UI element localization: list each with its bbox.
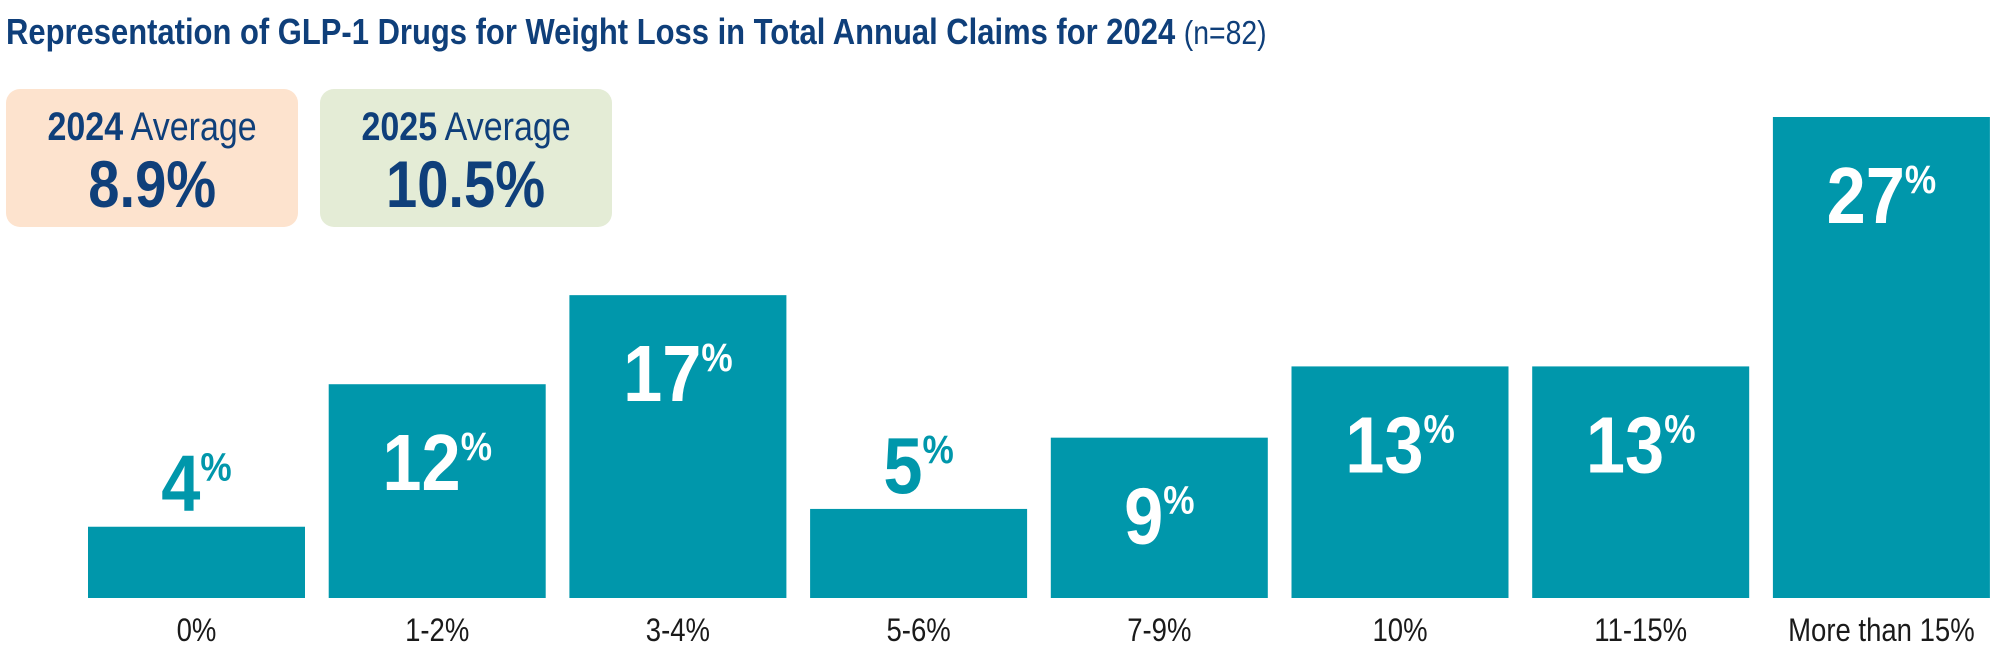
category-label: 1-2%: [405, 613, 469, 648]
category-label: 0%: [177, 613, 217, 648]
average-value: 10.5%: [386, 147, 546, 221]
average-2024-box: 2024 Average 8.9%: [6, 89, 298, 227]
sample-size: (n=82): [1183, 14, 1267, 51]
category-label: 5-6%: [886, 613, 950, 648]
bar-7-9-: [1050, 437, 1268, 598]
category-label: 10%: [1372, 613, 1427, 648]
average-2025-box: 2025 Average 10.5%: [320, 89, 612, 227]
value-label: 17%: [623, 329, 733, 418]
bar-3-4-: [569, 295, 787, 598]
average-year: 2024: [47, 105, 124, 149]
value-label: 13%: [1345, 400, 1455, 489]
bar-11-15-: [1532, 366, 1750, 598]
category-label: More than 15%: [1788, 613, 1975, 648]
average-label: Average: [444, 105, 571, 149]
average-year: 2025: [361, 105, 438, 149]
bar-10-: [1291, 366, 1509, 598]
value-label: 5%: [883, 421, 953, 510]
value-label: 4%: [161, 439, 231, 528]
chart-title-main: Representation of GLP-1 Drugs for Weight…: [6, 11, 1176, 52]
bar-0-: [88, 526, 305, 598]
bar-1-2-: [328, 384, 546, 598]
bar-5-6-: [810, 508, 1028, 598]
value-label: 13%: [1586, 400, 1696, 489]
value-label: 12%: [382, 418, 492, 507]
average-value: 8.9%: [88, 147, 216, 221]
bar-more-than-15-: [1772, 117, 1990, 598]
value-label: 9%: [1124, 471, 1194, 560]
category-label: 7-9%: [1127, 613, 1191, 648]
category-label: 3-4%: [646, 613, 710, 648]
average-label: Average: [130, 105, 257, 149]
chart-title: Representation of GLP-1 Drugs for Weight…: [6, 6, 1267, 58]
value-label: 27%: [1827, 151, 1937, 240]
category-label: 11-15%: [1594, 613, 1687, 648]
